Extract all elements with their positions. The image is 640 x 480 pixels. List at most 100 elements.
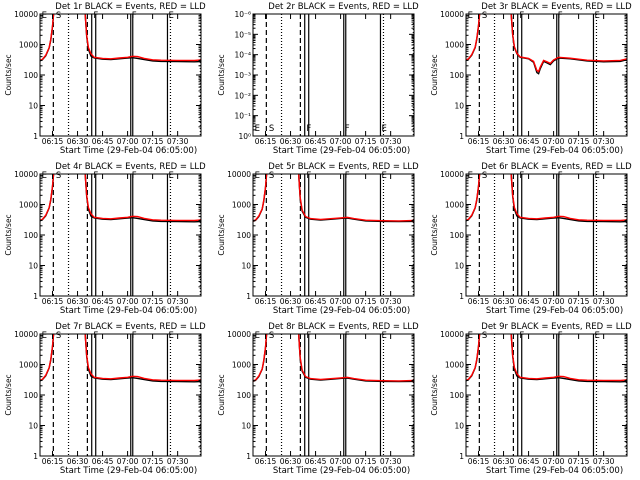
y-tick-label: 100 [237,391,252,400]
series-lld-line [84,334,201,382]
time-marker-label: E [468,171,473,181]
x-tick-label: 07:00 [117,297,139,306]
x-tick-label: 06:15 [42,137,64,146]
time-marker-label: E [594,171,599,181]
y-tick-label: 10000 [440,330,464,339]
time-marker-label: F [306,124,311,134]
plot-frame [252,173,415,297]
y-tick-label: 10000 [440,10,464,19]
time-marker-label: E [594,331,599,341]
y-tick-label: 10⁰ [238,132,251,141]
time-marker-label: F [93,171,98,181]
y-tick-label: 1 [33,452,38,461]
y-tick-label: 100 [24,391,39,400]
x-tick-label: 07:30 [167,457,189,466]
y-tick-label: 10⁻² [234,91,251,100]
x-tick-label: 06:15 [468,137,490,146]
y-tick-label: 10 [28,102,38,111]
y-tick-label: 10⁻⁵ [234,30,251,39]
series-events-line [297,174,414,223]
y-tick-label: 1 [459,292,464,301]
x-tick-label: 07:15 [355,297,377,306]
x-tick-label: 06:15 [255,297,277,306]
x-tick-label: 06:45 [518,137,540,146]
plot-frame [252,13,415,137]
series-lld-line [297,334,414,382]
x-tick-label: 07:15 [142,297,164,306]
x-tick-label: 06:45 [92,297,114,306]
y-tick-label: 1 [33,132,38,141]
panel-title: Det 4r BLACK = Events, RED = LLD [55,162,206,172]
x-tick-label: 07:30 [593,457,615,466]
series-lld-line [40,174,55,222]
x-tick-label: 07:30 [167,297,189,306]
panel-title: Det 2r BLACK = Events, RED = LLD [268,2,419,12]
series-lld-line [466,334,481,382]
y-axis-label: Counts/sec [4,54,13,95]
y-tick-label: 10⁻¹ [234,112,251,121]
x-tick-label: 07:00 [330,137,352,146]
y-tick-label: 1000 [445,361,464,370]
plot-frame [465,333,628,457]
y-tick-label: 10 [28,262,38,271]
time-marker-label: F [345,331,350,341]
series-lld-line [40,14,55,62]
series-events-line [84,14,201,63]
y-tick-label: 1000 [19,41,38,50]
time-marker-label: S [269,124,274,134]
x-tick-label: 07:15 [568,297,590,306]
y-axis-label: Counts/sec [217,54,226,95]
x-tick-label: 07:15 [355,457,377,466]
x-tick-label: 06:30 [493,457,515,466]
y-tick-label: 1 [459,452,464,461]
x-tick-label: 07:30 [593,297,615,306]
x-tick-label: 07:15 [568,137,590,146]
x-tick-label: 07:00 [543,297,565,306]
time-marker-label: F [558,171,563,181]
x-tick-label: 06:45 [305,457,327,466]
x-tick-label: 07:00 [117,457,139,466]
x-tick-label: 06:30 [493,297,515,306]
y-tick-label: 10000 [227,170,251,179]
y-axis-label: Counts/sec [217,214,226,255]
series-events-line [510,14,627,75]
x-tick-label: 06:30 [280,457,302,466]
x-axis-label: Start Time (29-Feb-04 06:05:00) [273,146,410,156]
x-tick-label: 07:30 [167,137,189,146]
time-marker-label: F [132,171,137,181]
x-tick-label: 06:15 [255,137,277,146]
time-marker-label: E [168,331,173,341]
y-axis-label: Counts/sec [430,214,439,255]
x-tick-label: 06:30 [280,137,302,146]
time-marker-label: E [381,124,386,134]
x-tick-label: 06:45 [92,137,114,146]
y-tick-label: 10 [28,422,38,431]
y-tick-label: 10 [241,422,251,431]
y-tick-label: 10 [241,262,251,271]
y-tick-label: 10⁻⁶ [234,10,251,19]
time-marker-label: S [56,11,61,21]
y-tick-label: 10⁻⁴ [234,51,251,60]
y-tick-label: 1 [33,292,38,301]
time-marker-label: F [345,124,350,134]
time-marker-label: S [56,331,61,341]
y-tick-label: 100 [450,231,465,240]
x-tick-label: 06:45 [92,457,114,466]
time-marker-label: E [42,331,47,341]
x-axis-label: Start Time (29-Feb-04 06:05:00) [60,146,197,156]
time-marker-label: F [519,11,524,21]
x-tick-label: 07:30 [380,457,402,466]
x-tick-label: 06:30 [67,457,89,466]
panel-title: Det 3r BLACK = Events, RED = LLD [481,2,632,12]
x-tick-label: 07:15 [142,457,164,466]
y-axis-label: Counts/sec [217,374,226,415]
time-marker-label: S [269,171,274,181]
y-tick-label: 10 [454,422,464,431]
